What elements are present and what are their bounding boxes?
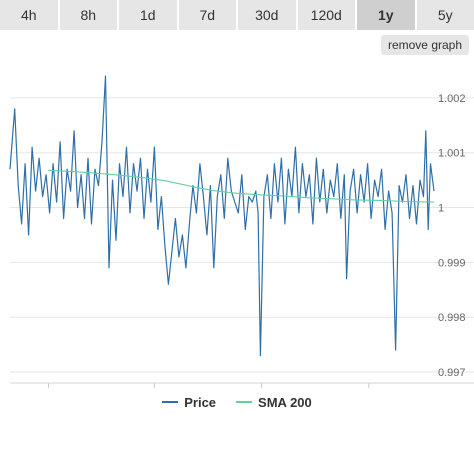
legend-item-sma[interactable]: SMA 200: [236, 395, 312, 410]
remove-graph-button[interactable]: remove graph: [381, 35, 469, 55]
y-tick-label: 0.998: [438, 312, 466, 324]
tab-4h[interactable]: 4h: [0, 0, 58, 30]
y-tick-label: 1.002: [438, 93, 466, 105]
tab-1y[interactable]: 1y: [357, 0, 415, 30]
price-series-line: [9, 75, 435, 357]
tab-120d[interactable]: 120d: [297, 0, 355, 30]
tab-8h[interactable]: 8h: [59, 0, 117, 30]
tab-5y[interactable]: 5y: [416, 0, 474, 30]
chart-legend: Price SMA 200: [0, 393, 474, 411]
tab-1d[interactable]: 1d: [119, 0, 177, 30]
timeframe-tabs: 4h 8h 1d 7d 30d 120d 1y 5y: [0, 0, 474, 30]
legend-swatch-price: [162, 401, 179, 403]
legend-item-price[interactable]: Price: [162, 395, 216, 410]
y-tick-label: 0.999: [438, 257, 466, 269]
legend-label-price: Price: [184, 394, 217, 410]
tab-30d[interactable]: 30d: [238, 0, 296, 30]
legend-swatch-sma: [236, 401, 253, 403]
y-tick-label: 1: [438, 203, 444, 215]
y-tick-label: 0.997: [438, 367, 466, 379]
sma-200-series-line: [48, 169, 435, 203]
legend-label-sma: SMA 200: [258, 394, 312, 410]
tab-7d[interactable]: 7d: [178, 0, 236, 30]
y-tick-label: 1.001: [438, 148, 466, 160]
